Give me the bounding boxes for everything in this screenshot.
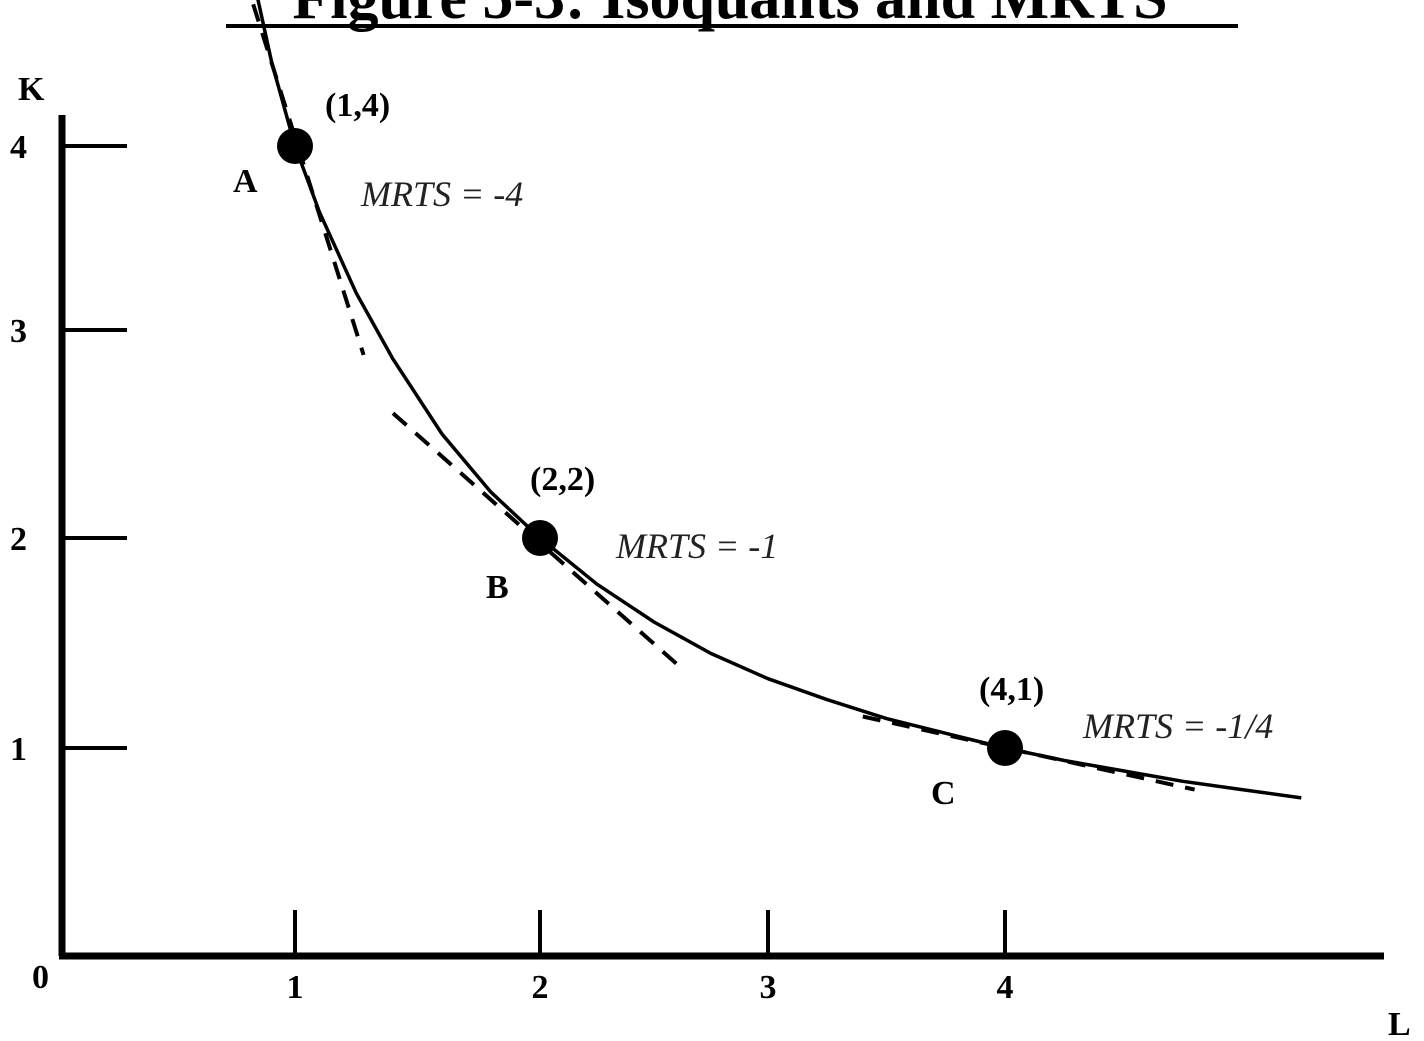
y-tick-label-2: 2	[10, 521, 27, 558]
y-axis-title: K	[18, 71, 45, 108]
mrts-label-A: MRTS = -4	[360, 174, 523, 214]
y-tick-label-4: 4	[10, 129, 27, 166]
point-label-B: B	[486, 569, 509, 606]
axis-ticks: 1 2 3 4 1 2 3 4	[10, 129, 1014, 1006]
point-B	[522, 520, 558, 556]
x-tick-label-1: 1	[287, 969, 304, 1006]
y-tick-label-1: 1	[10, 731, 27, 768]
origin-label: 0	[32, 959, 49, 996]
x-tick-label-2: 2	[532, 969, 549, 1006]
coord-label-C: (4,1)	[979, 671, 1044, 708]
x-tick-label-3: 3	[760, 969, 777, 1006]
x-tick-label-4: 4	[997, 969, 1014, 1006]
coord-label-A: (1,4)	[325, 87, 390, 124]
mrts-label-B: MRTS = -1	[615, 526, 778, 566]
point-C	[987, 730, 1023, 766]
point-label-A: A	[233, 163, 258, 200]
x-axis-title: L	[1388, 1006, 1411, 1041]
y-tick-label-3: 3	[10, 313, 27, 350]
coord-label-B: (2,2)	[530, 461, 595, 498]
tangent-line-C	[862, 714, 1196, 792]
mrts-label-C: MRTS = -1/4	[1082, 706, 1273, 746]
isoquant-curve	[256, 0, 1302, 800]
tangent-line-A	[249, 0, 366, 356]
point-A	[277, 128, 313, 164]
point-label-C: C	[931, 775, 956, 812]
points-layer: (1,4) A MRTS = -4 (2,2) B MRTS = -1 (4,1) C MRTS…	[233, 87, 1273, 812]
